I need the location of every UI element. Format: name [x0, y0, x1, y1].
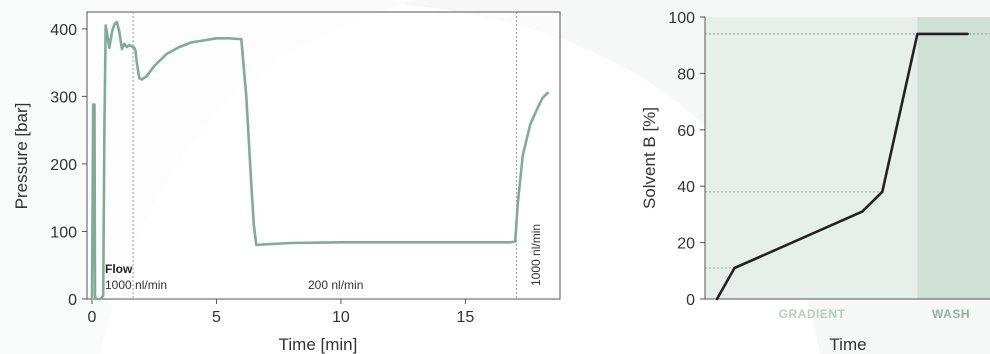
flow-rate-label-2: 200 nl/min	[308, 278, 363, 292]
x-tick-label: 10	[332, 309, 350, 326]
y-tick-label: 200	[50, 157, 77, 174]
pressure-ticks: 0 5 10 15 0 100 200 300 400	[50, 22, 474, 326]
pressure-plot-area	[86, 11, 561, 300]
y-tick-label: 0	[68, 292, 77, 309]
y-tick-label: 100	[668, 10, 695, 27]
solvent-chart: 0 20 40 60 80 100 GRADIENT WASH Time Solvent …	[640, 10, 990, 354]
y-tick-label: 300	[50, 89, 77, 106]
wash-region	[917, 17, 990, 299]
x-tick-label: 0	[88, 309, 97, 326]
gradient-region-label: GRADIENT	[779, 307, 846, 321]
pressure-trace	[90, 20, 549, 301]
pressure-x-axis-label: Time [min]	[279, 335, 358, 354]
solvent-x-axis-label: Time	[829, 335, 866, 354]
solvent-y-axis-label: Solvent B [%]	[640, 107, 659, 209]
pressure-chart: 0 5 10 15 0 100 200 300 400 Flow 1000 nl/min 200…	[12, 11, 561, 354]
y-tick-label: 400	[50, 22, 77, 39]
pressure-y-axis-label: Pressure [bar]	[12, 103, 31, 210]
y-tick-label: 100	[50, 224, 77, 241]
y-tick-label: 40	[677, 179, 695, 196]
wash-region-label: WASH	[932, 307, 970, 321]
y-tick-label: 60	[677, 123, 695, 140]
solvent-ticks: 0 20 40 60 80 100	[668, 10, 705, 309]
x-tick-label: 5	[212, 309, 221, 326]
x-tick-label: 15	[457, 309, 475, 326]
y-tick-label: 20	[677, 236, 695, 253]
solvent-b-trace	[715, 32, 969, 301]
flow-rate-label-1: 1000 nl/min	[105, 278, 167, 292]
gradient-region	[705, 17, 918, 299]
y-tick-label: 80	[677, 66, 695, 83]
y-tick-label: 0	[686, 292, 695, 309]
flow-rate-label-3: 1000 nl/min	[529, 224, 543, 286]
flow-label: Flow	[105, 262, 133, 276]
